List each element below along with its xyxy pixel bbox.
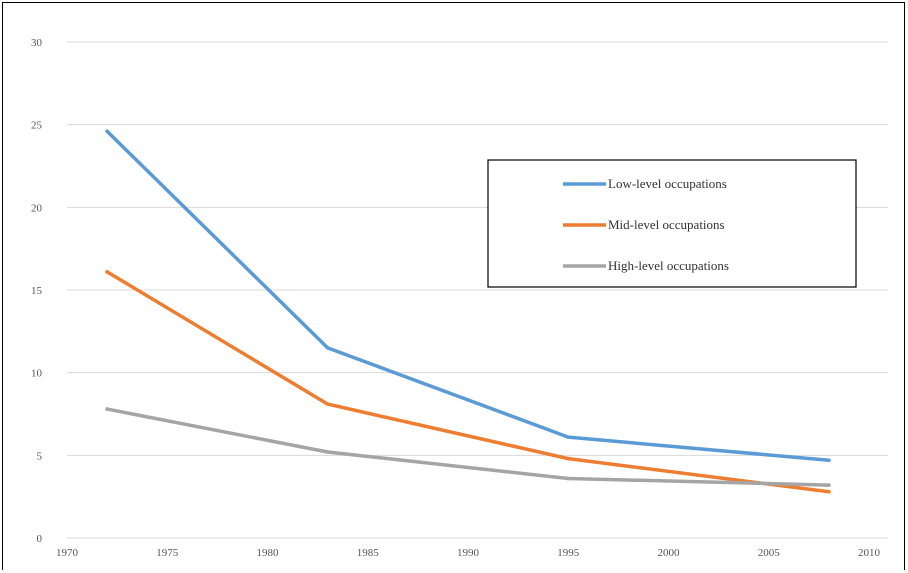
legend-label: Low-level occupations: [608, 176, 727, 191]
y-tick-label: 20: [31, 202, 43, 214]
x-tick-label: 2005: [758, 547, 781, 559]
series-line-0: [105, 129, 831, 463]
y-tick-label: 5: [37, 450, 43, 462]
data-point: [566, 435, 571, 439]
data-point: [827, 483, 831, 487]
data-point: [105, 407, 109, 411]
data-point: [325, 346, 330, 350]
x-tick-label: 1980: [257, 547, 280, 559]
gridlines: [67, 41, 888, 539]
data-point: [325, 402, 330, 406]
series-lines: [105, 129, 831, 494]
y-tick-label: 25: [31, 120, 43, 132]
y-tick-label: 10: [31, 368, 43, 380]
legend-box: [487, 159, 857, 288]
x-tick-label: 1995: [557, 547, 580, 559]
x-tick-label: 2000: [658, 547, 681, 559]
x-tick-label: 2010: [858, 547, 881, 559]
data-point: [105, 270, 109, 274]
x-tick-label: 1990: [457, 547, 480, 559]
y-tick-label: 0: [37, 533, 43, 545]
data-point: [325, 450, 330, 454]
legend-label: High-level occupations: [608, 258, 729, 273]
y-tick-label: 15: [31, 285, 43, 297]
x-tick-label: 1975: [156, 547, 179, 559]
data-point: [827, 489, 831, 494]
data-point: [566, 476, 571, 481]
data-point: [105, 129, 109, 134]
data-point: [566, 456, 571, 461]
x-axis-ticks: 1970 1975 1980 1985 1990 1995 2000 2005 2010: [56, 547, 881, 559]
y-axis-ticks: 0 5 10 15 20 25 30: [31, 37, 43, 545]
x-tick-label: 1970: [56, 547, 79, 559]
series-line-2: [105, 407, 831, 487]
data-point: [827, 458, 831, 463]
series-line-1: [105, 270, 831, 494]
legend: Low-level occupations Mid-level occupatio…: [487, 159, 857, 288]
y-tick-label: 30: [31, 37, 43, 49]
x-tick-label: 1985: [357, 547, 380, 559]
legend-label: Mid-level occupations: [608, 217, 725, 232]
